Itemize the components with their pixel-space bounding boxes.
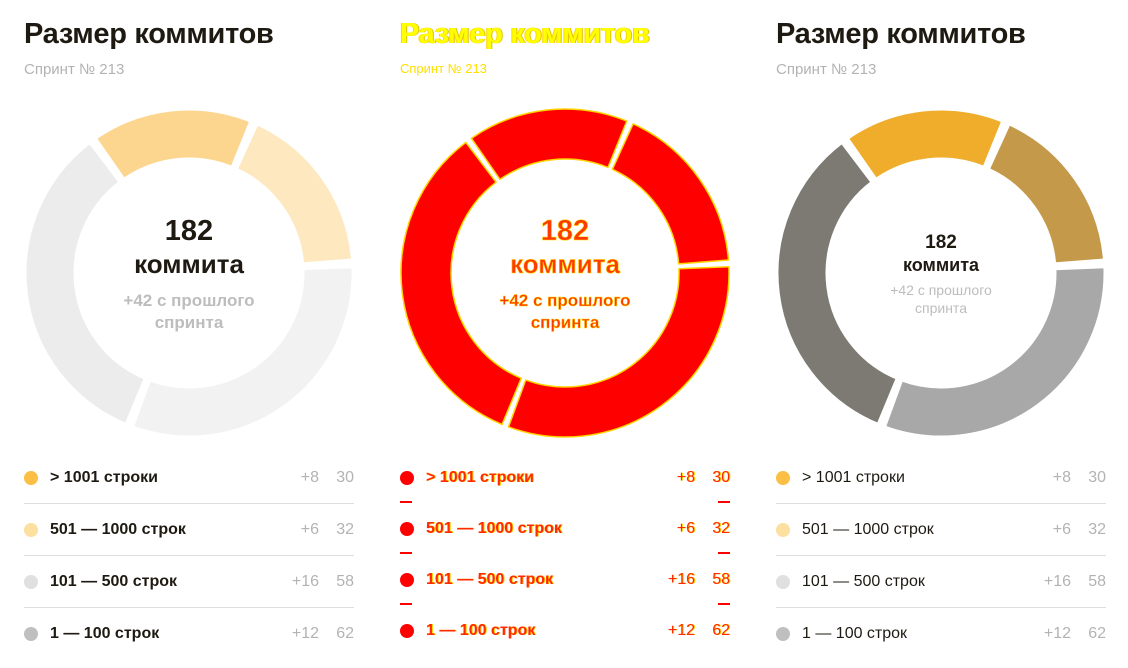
legend-count: 58	[336, 573, 354, 590]
legend-count: 32	[336, 521, 354, 538]
donut-chart: 182 коммита +42 с прошлого спринта	[24, 108, 354, 438]
legend-count: 62	[712, 622, 730, 639]
legend: > 1001 строки +8 30 501 — 1000 строк +6 32 1…	[24, 452, 354, 659]
legend: > 1001 строки +8 30 501 — 1000 строк +6 32 1…	[400, 452, 730, 656]
chart-title: Размер коммитов	[400, 18, 650, 50]
donut-segment	[507, 266, 730, 438]
legend-row: 501 — 1000 строк +6 32	[776, 504, 1106, 556]
center-delta-line2: спринта	[915, 300, 967, 316]
legend-label: > 1001 строки	[50, 469, 158, 486]
legend-count: 32	[1088, 521, 1106, 538]
center-label: коммита	[903, 255, 980, 275]
legend-delta: +6	[300, 521, 319, 538]
legend-dot	[24, 471, 38, 485]
legend-count: 58	[712, 571, 730, 588]
legend-label: > 1001 строки	[802, 469, 905, 486]
donut-segment	[470, 108, 628, 181]
center-delta-line1: +42 с прошлого	[499, 291, 630, 310]
donut-segment	[611, 123, 730, 265]
legend-dot	[776, 523, 790, 537]
center-label: коммита	[510, 249, 620, 279]
legend-row: > 1001 строки +8 30	[776, 452, 1106, 504]
legend-count: 32	[712, 520, 730, 537]
chart-subtitle: Спринт № 213	[24, 61, 125, 78]
donut-segment	[986, 122, 1106, 266]
legend-dot	[400, 471, 414, 485]
donut-chart: 182 коммита +42 с прошлого спринта	[400, 108, 730, 438]
legend-dot	[24, 575, 38, 589]
center-value: 182	[165, 215, 213, 247]
legend-row: > 1001 строки +8 30	[400, 452, 730, 503]
chart-panel-3: Размер коммитов Спринт № 213 182 коммита…	[776, 0, 1106, 668]
center-delta-line1: +42 с прошлого	[890, 282, 992, 298]
legend-row: > 1001 строки +8 30	[24, 452, 354, 504]
donut-segment	[93, 108, 253, 181]
legend-count: 62	[1088, 625, 1106, 642]
legend-row: 501 — 1000 строк +6 32	[400, 503, 730, 554]
chart-subtitle: Спринт № 213	[400, 61, 487, 76]
donut-segment	[882, 265, 1106, 438]
center-delta-line1: +42 с прошлого	[123, 291, 254, 310]
center-value: 182	[925, 232, 957, 253]
legend-row: 1 — 100 строк +12 62	[24, 608, 354, 659]
legend-row: 101 — 500 строк +16 58	[400, 554, 730, 605]
center-label: коммита	[134, 249, 244, 279]
donut-segment	[234, 122, 354, 266]
legend-dot	[24, 627, 38, 641]
chart-subtitle: Спринт № 213	[776, 61, 877, 78]
legend-dot	[24, 523, 38, 537]
legend-count: 62	[336, 625, 354, 642]
chart-panel-1: Размер коммитов Спринт № 213 182 коммита…	[24, 0, 354, 668]
center-value: 182	[541, 215, 589, 247]
legend-label: 501 — 1000 строк	[50, 521, 186, 538]
chart-title: Размер коммитов	[776, 18, 1026, 50]
legend-dot	[400, 573, 414, 587]
legend-delta: +6	[1052, 521, 1071, 538]
legend-row: 1 — 100 строк +12 62	[400, 605, 730, 656]
legend-delta: +12	[291, 625, 319, 642]
legend-row: 101 — 500 строк +16 58	[24, 556, 354, 608]
legend-label: 1 — 100 строк	[50, 625, 160, 642]
chart-title: Размер коммитов	[24, 18, 274, 50]
legend-delta: +12	[1043, 625, 1071, 642]
legend-label: 1 — 100 строк	[802, 625, 908, 642]
legend-count: 58	[1088, 573, 1106, 590]
legend-delta: +8	[1052, 469, 1071, 486]
legend-label: 1 — 100 строк	[426, 622, 536, 639]
legend-dot	[400, 624, 414, 638]
legend-delta: +16	[667, 571, 695, 588]
legend-row: 101 — 500 строк +16 58	[776, 556, 1106, 608]
center-delta-line2: спринта	[155, 313, 224, 332]
donut-segment	[130, 265, 354, 438]
legend-row: 501 — 1000 строк +6 32	[24, 504, 354, 556]
legend-count: 30	[712, 469, 730, 486]
legend-dot	[776, 575, 790, 589]
legend-dot	[776, 627, 790, 641]
legend-label: > 1001 строки	[426, 469, 534, 486]
legend-delta: +12	[667, 622, 695, 639]
legend-delta: +16	[291, 573, 319, 590]
donut-chart: 182 коммита +42 с прошлого спринта	[776, 108, 1106, 438]
legend-label: 101 — 500 строк	[426, 571, 554, 588]
center-delta-line2: спринта	[531, 313, 600, 332]
donut-segment	[776, 140, 899, 426]
legend-dot	[400, 522, 414, 536]
legend-label: 101 — 500 строк	[50, 573, 178, 590]
legend: > 1001 строки +8 30 501 — 1000 строк +6 32 1…	[776, 452, 1106, 659]
donut-segment	[24, 140, 147, 426]
legend-delta: +16	[1043, 573, 1071, 590]
chart-panel-2: Размер коммитов Спринт № 213 182 коммита…	[400, 0, 730, 668]
legend-label: 501 — 1000 строк	[426, 520, 562, 537]
legend-count: 30	[1088, 469, 1106, 486]
legend-label: 101 — 500 строк	[802, 573, 925, 590]
legend-delta: +6	[676, 520, 695, 537]
donut-segment	[400, 141, 523, 426]
legend-dot	[776, 471, 790, 485]
legend-row: 1 — 100 строк +12 62	[776, 608, 1106, 659]
legend-label: 501 — 1000 строк	[802, 521, 934, 538]
donut-segment	[845, 108, 1005, 181]
legend-count: 30	[336, 469, 354, 486]
legend-delta: +8	[300, 469, 319, 486]
legend-delta: +8	[676, 469, 695, 486]
